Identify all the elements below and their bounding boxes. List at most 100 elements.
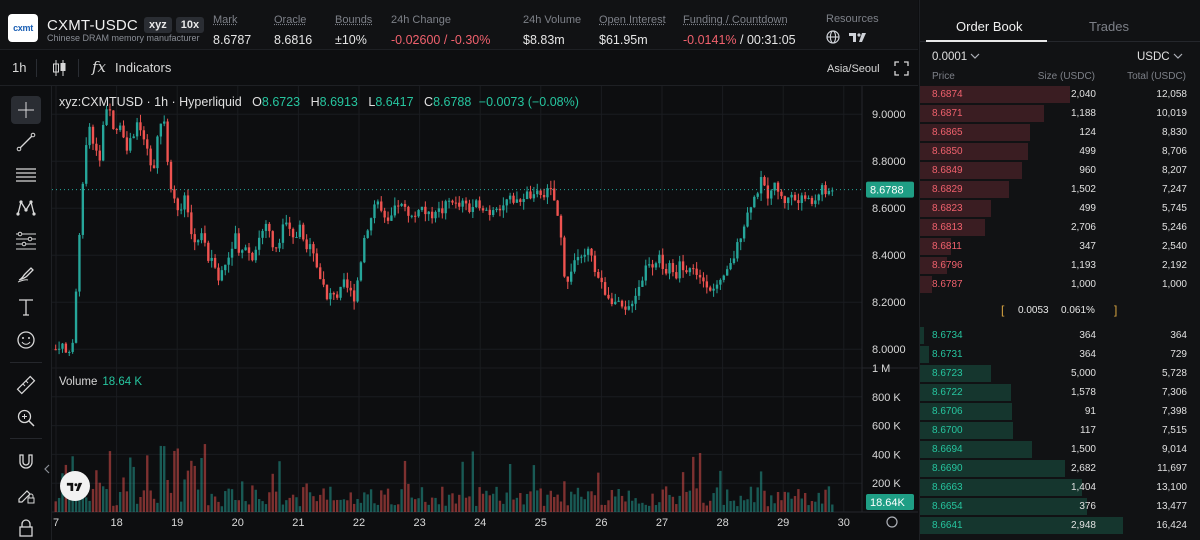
- volume-bar: [176, 448, 179, 512]
- bid-row[interactable]: 8.6663 1,404 13,100: [920, 478, 1200, 497]
- stat-label: Open Interest: [599, 14, 666, 26]
- volume-bar: [641, 502, 644, 512]
- crosshair-tool[interactable]: [11, 96, 41, 124]
- bid-row[interactable]: 8.6641 2,948 16,424: [920, 516, 1200, 535]
- volume-bar: [179, 501, 183, 512]
- tradingview-logo[interactable]: [60, 471, 90, 501]
- volume-bar: [719, 470, 722, 512]
- timezone-label[interactable]: Asia/Seoul: [827, 63, 880, 75]
- tradingview-icon[interactable]: [848, 31, 868, 43]
- ask-row[interactable]: 8.6850 499 8,706: [920, 142, 1200, 161]
- candle-body: [88, 126, 91, 146]
- bid-row[interactable]: 8.6734 364 364: [920, 326, 1200, 345]
- candle-body: [664, 268, 668, 274]
- time-tick-label: 19: [171, 517, 183, 529]
- magnet-tool[interactable]: [11, 448, 41, 476]
- row-size: 1,502: [1070, 184, 1096, 195]
- depth-bar: [920, 162, 1022, 179]
- fib-tool[interactable]: [11, 227, 41, 255]
- candle-body: [505, 199, 508, 206]
- volume-bar: [614, 496, 617, 512]
- zoom-tool[interactable]: [11, 404, 41, 432]
- ask-row[interactable]: 8.6829 1,502 7,247: [920, 180, 1200, 199]
- bid-row[interactable]: 8.6723 5,000 5,728: [920, 364, 1200, 383]
- candle-body: [410, 215, 413, 217]
- ask-row[interactable]: 8.6787 1,000 1,000: [920, 275, 1200, 294]
- candle-type-icon[interactable]: [52, 59, 68, 77]
- lock-tool[interactable]: [11, 514, 41, 540]
- ask-row[interactable]: 8.6874 2,040 12,058: [920, 85, 1200, 104]
- bid-row[interactable]: 8.6706 91 7,398: [920, 402, 1200, 421]
- price-chart-panel[interactable]: 9.0000 8.8000 8.6000 8.4000 8.2000 8.0000 1 M 8…: [52, 86, 918, 540]
- leverage-badge[interactable]: 10x: [175, 17, 205, 33]
- pattern-tool[interactable]: [11, 194, 41, 222]
- volume-bar: [108, 451, 112, 512]
- time-tick-label: 18: [110, 517, 122, 529]
- volume-bar: [553, 496, 556, 512]
- text-tool[interactable]: [11, 293, 41, 321]
- settings-gear-icon[interactable]: [886, 516, 898, 528]
- ask-row[interactable]: 8.6813 2,706 5,246: [920, 218, 1200, 237]
- zoom-in-icon: [17, 409, 35, 427]
- volume-bar: [234, 499, 237, 512]
- candle-body: [620, 300, 624, 307]
- volume-bar: [790, 498, 793, 512]
- trendline-tool[interactable]: [11, 128, 41, 156]
- candle-body: [135, 122, 139, 137]
- indicators-button[interactable]: Indicators: [115, 60, 172, 75]
- tab-trades[interactable]: Trades: [1089, 19, 1129, 34]
- interval-selector[interactable]: 1h: [12, 60, 27, 75]
- candle-body: [661, 254, 664, 269]
- volume-bar: [586, 491, 590, 512]
- emoji-tool[interactable]: [11, 326, 41, 354]
- bid-row[interactable]: 8.6690 2,682 11,697: [920, 459, 1200, 478]
- market-logo[interactable]: cxmt: [8, 14, 38, 42]
- candle-body: [709, 287, 712, 291]
- bid-row[interactable]: 8.6722 1,578 7,306: [920, 383, 1200, 402]
- bid-row[interactable]: 8.6731 364 729: [920, 345, 1200, 364]
- smiley-icon: [17, 331, 35, 349]
- volume-bar: [135, 503, 139, 512]
- bid-row[interactable]: 8.6654 376 13,477: [920, 497, 1200, 516]
- volume-bar: [485, 490, 488, 512]
- globe-icon[interactable]: [826, 30, 840, 44]
- candle-body: [203, 233, 207, 243]
- candle-body: [790, 194, 793, 198]
- ask-row[interactable]: 8.6823 499 5,745: [920, 199, 1200, 218]
- volume-bar: [356, 498, 359, 512]
- stat-mark: Mark 8.6787: [213, 14, 251, 47]
- candle-body: [118, 125, 122, 130]
- candle-body: [393, 205, 397, 216]
- stat-value: $61.95m: [599, 33, 648, 47]
- bid-row[interactable]: 8.6700 117 7,515: [920, 421, 1200, 440]
- fullscreen-icon[interactable]: [894, 61, 909, 76]
- volume-bar: [617, 489, 620, 512]
- candle-body: [441, 208, 444, 214]
- row-price: 8.6871: [932, 108, 963, 119]
- candle-body: [234, 233, 237, 249]
- ohlc-legend: xyz:CXMTUSD · 1h · Hyperliquid O8.6723 H…: [59, 95, 579, 109]
- row-price: 8.6796: [932, 260, 963, 271]
- candle-body: [725, 269, 729, 276]
- ask-row[interactable]: 8.6849 960 8,207: [920, 161, 1200, 180]
- row-total: 16,424: [1156, 520, 1187, 531]
- tab-order-book[interactable]: Order Book: [956, 19, 1023, 34]
- ask-row[interactable]: 8.6865 124 8,830: [920, 123, 1200, 142]
- indicators-icon[interactable]: 𝑓x: [92, 58, 107, 76]
- brush-tool[interactable]: [11, 260, 41, 288]
- candle-body: [105, 109, 108, 125]
- market-symbol[interactable]: CXMT-USDC: [47, 17, 138, 34]
- tick-size-select[interactable]: 0.0001: [932, 51, 980, 63]
- candle-body: [149, 148, 152, 166]
- ask-row[interactable]: 8.6871 1,188 10,019: [920, 104, 1200, 123]
- ask-row[interactable]: 8.6796 1,193 2,192: [920, 256, 1200, 275]
- ruler-tool[interactable]: [11, 371, 41, 399]
- lock-drawings-tool[interactable]: [11, 481, 41, 509]
- ask-row[interactable]: 8.6811 347 2,540: [920, 237, 1200, 256]
- collapse-tools-icon[interactable]: [44, 464, 50, 474]
- volume-bar: [559, 501, 563, 512]
- price-chart[interactable]: 9.0000 8.8000 8.6000 8.4000 8.2000 8.0000 1 M 8…: [52, 86, 918, 540]
- bid-row[interactable]: 8.6694 1,500 9,014: [920, 440, 1200, 459]
- unit-select[interactable]: USDC: [1137, 51, 1183, 63]
- horizontal-lines-tool[interactable]: [11, 161, 41, 189]
